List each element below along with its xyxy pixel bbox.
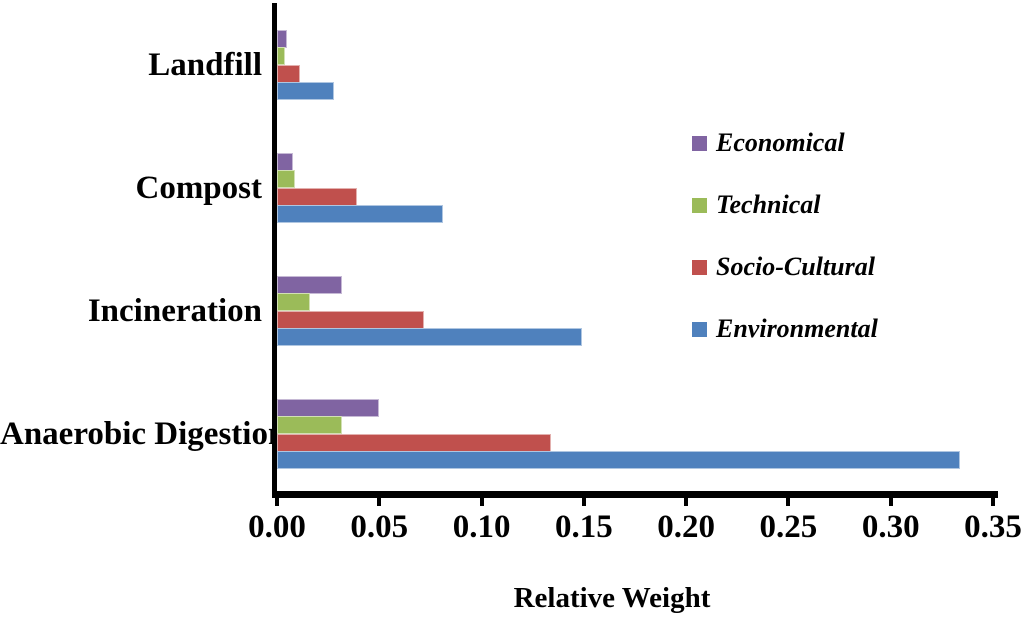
- legend-item-economical: Economical: [692, 130, 845, 156]
- category-label-compost: Compost: [135, 169, 262, 206]
- x-tick-0.05: [377, 498, 382, 506]
- bar-incineration-technical: [277, 293, 310, 311]
- x-tick-0.35: [991, 498, 995, 506]
- bar-landfill-economical: [277, 29, 287, 48]
- bar-incineration-socio-cultural: [277, 310, 424, 329]
- x-tick-label-0.35: 0.35: [964, 509, 1022, 545]
- x-tick-label-0.05: 0.05: [350, 509, 409, 545]
- x-tick-label-0.25: 0.25: [759, 509, 818, 545]
- x-tick-0.00: [275, 498, 279, 506]
- bar-anaerobic-digestion-socio-cultural: [277, 433, 551, 452]
- x-tick-0.25: [786, 498, 791, 506]
- category-label-landfill: Landfill: [148, 46, 262, 83]
- x-tick-label-0.30: 0.30: [861, 509, 920, 545]
- bar-landfill-technical: [277, 47, 285, 65]
- legend-swatch-environmental: [692, 321, 707, 337]
- x-tick-label-0.00: 0.00: [248, 509, 306, 545]
- legend-swatch-economical: [692, 135, 707, 151]
- legend-swatch-socio-cultural: [692, 259, 707, 275]
- category-label-anaerobic-digestion: Anaerobic Digestion: [0, 415, 287, 452]
- bar-incineration-economical: [277, 275, 342, 294]
- x-tick-0.20: [684, 498, 689, 506]
- legend-item-technical: Technical: [692, 192, 820, 218]
- category-label-incineration: Incineration: [87, 292, 262, 329]
- legend-label-environmental: Environmental: [716, 314, 878, 343]
- x-tick-label-0.15: 0.15: [554, 509, 613, 545]
- legend-swatch-technical: [692, 197, 707, 213]
- x-tick-label-0.10: 0.10: [452, 509, 511, 545]
- x-tick-0.15: [581, 498, 586, 506]
- x-axis-title: Relative Weight: [513, 582, 711, 614]
- bar-anaerobic-digestion-economical: [277, 398, 379, 417]
- bar-anaerobic-digestion-environmental: [277, 451, 960, 469]
- x-tick-label-0.20: 0.20: [657, 509, 716, 545]
- legend-label-economical: Economical: [716, 128, 845, 157]
- bar-landfill-socio-cultural: [277, 64, 300, 83]
- y-axis-line: [272, 3, 277, 498]
- bar-compost-environmental: [277, 205, 443, 223]
- bar-compost-economical: [277, 152, 293, 171]
- x-tick-0.10: [479, 498, 484, 506]
- x-axis-line: [272, 491, 998, 498]
- legend-label-technical: Technical: [716, 190, 821, 219]
- bar-landfill-environmental: [277, 82, 334, 100]
- legend-label-socio-cultural: Socio-Cultural: [716, 252, 875, 281]
- x-tick-0.30: [888, 498, 893, 506]
- bar-compost-socio-cultural: [277, 187, 357, 206]
- bar-anaerobic-digestion-technical: [277, 416, 342, 434]
- bar-incineration-environmental: [277, 328, 582, 346]
- bar-compost-technical: [277, 170, 295, 188]
- legend-item-environmental: Environmental: [692, 316, 878, 342]
- legend-item-socio-cultural: Socio-Cultural: [692, 254, 875, 280]
